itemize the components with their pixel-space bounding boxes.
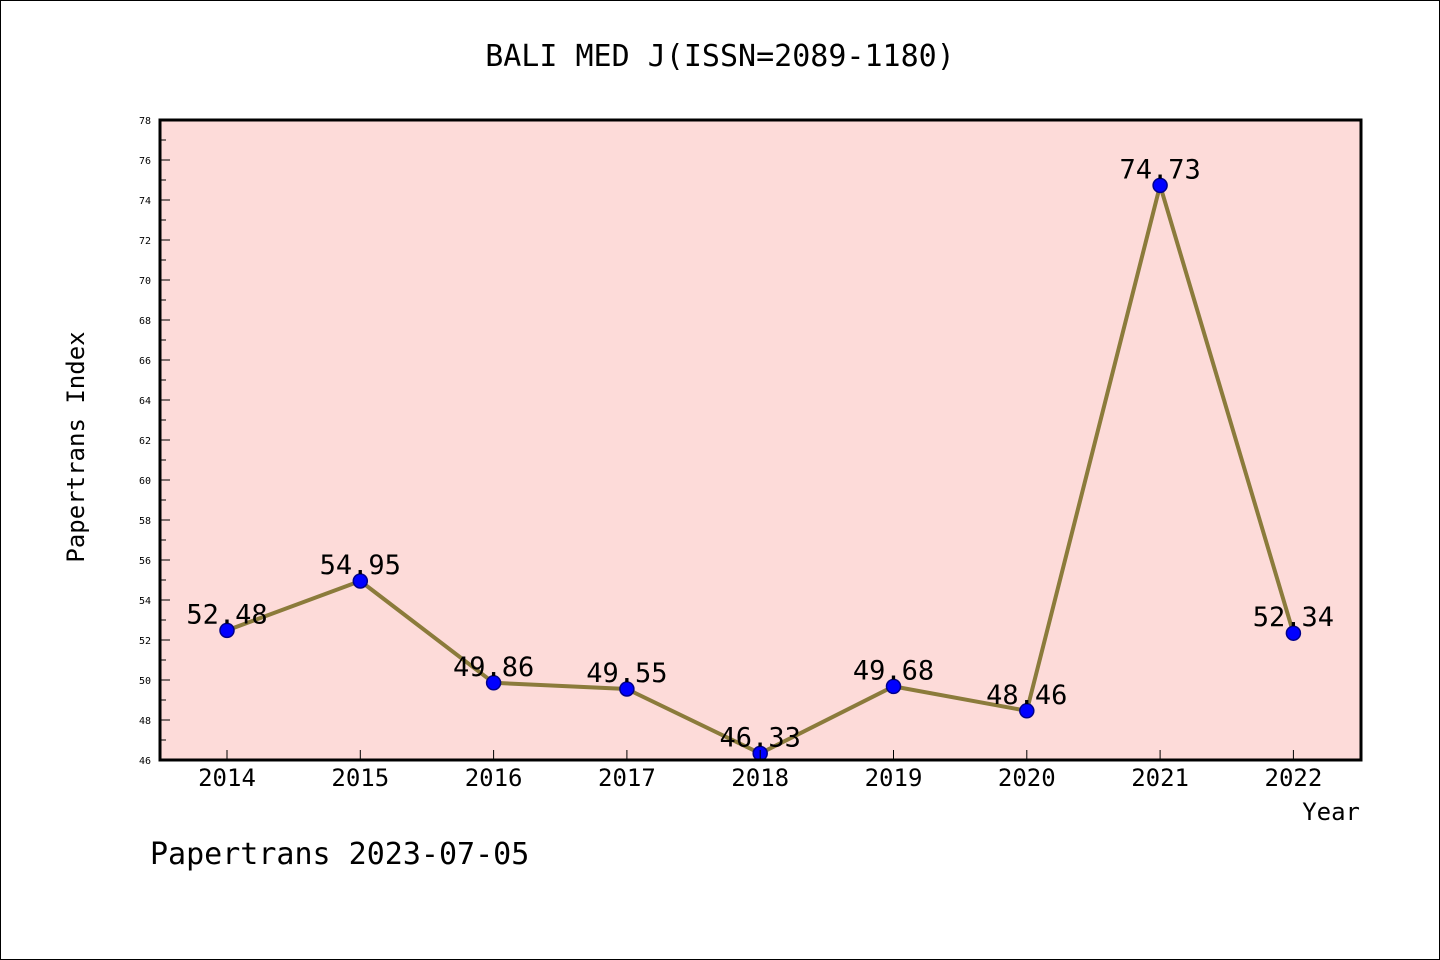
x-tick-label: 2014	[198, 764, 256, 792]
data-point	[485, 675, 502, 691]
y-tick-label: 70	[139, 276, 151, 287]
data-label: 46.33	[720, 722, 801, 753]
data-point	[1019, 703, 1035, 719]
y-tick-label: 66	[139, 356, 151, 367]
x-tick-label: 2017	[598, 764, 656, 792]
y-tick-label: 46	[139, 756, 151, 767]
x-tick-label: 2018	[731, 764, 789, 792]
y-tick-label: 56	[139, 556, 151, 567]
y-tick-label: 60	[139, 476, 151, 487]
x-tick-label: 2019	[865, 764, 923, 792]
y-tick-label: 76	[139, 156, 151, 167]
y-tick-label: 52	[139, 636, 151, 647]
y-tick-label: 78	[139, 116, 151, 127]
x-tick-label: 2016	[465, 764, 523, 792]
y-tick-label: 54	[139, 596, 151, 607]
data-label: 74.73	[1119, 154, 1200, 185]
y-tick-label: 74	[139, 196, 151, 207]
data-label: 52.48	[186, 599, 267, 630]
data-label: 49.68	[853, 655, 934, 686]
data-point	[352, 573, 369, 589]
x-tick-label: 2015	[331, 764, 389, 792]
data-label: 49.55	[586, 658, 667, 689]
x-tick-label: 2021	[1131, 764, 1189, 792]
y-axis-label: Papertrans Index	[62, 331, 90, 562]
data-label: 49.86	[453, 652, 534, 683]
data-point	[1152, 177, 1168, 194]
y-tick-label: 48	[139, 716, 151, 727]
data-label: 54.95	[320, 550, 401, 581]
data-point	[619, 681, 635, 697]
data-label: 52.34	[1253, 602, 1334, 633]
x-axis-label: Year	[1302, 798, 1360, 826]
y-tick-label: 50	[139, 676, 151, 687]
plot-area	[160, 120, 1361, 760]
footer-date-stamp: Papertrans 2023-07-05	[150, 837, 529, 872]
chart-title: BALI MED J(ISSN=2089-1180)	[485, 39, 955, 74]
y-tick-label: 62	[139, 436, 151, 447]
y-tick-label: 68	[139, 316, 151, 327]
data-label: 48.46	[986, 680, 1067, 711]
y-tick-label: 64	[139, 396, 151, 407]
data-point	[219, 622, 235, 639]
data-layer: 52.48 54.95 49.86 49.55 46.33 49.68 48.46 74.73…	[186, 154, 1334, 762]
x-tick-label: 2020	[998, 764, 1056, 792]
data-point	[885, 678, 902, 695]
data-point	[1285, 625, 1302, 641]
y-tick-label: 58	[139, 516, 151, 527]
y-tick-label: 72	[139, 236, 151, 247]
x-tick-label: 2022	[1265, 764, 1323, 792]
tick-layer: 46 48 50 52 54 56 58 60 62 64 66 68 70 72 74 76 78 2014 20…	[139, 116, 1322, 792]
